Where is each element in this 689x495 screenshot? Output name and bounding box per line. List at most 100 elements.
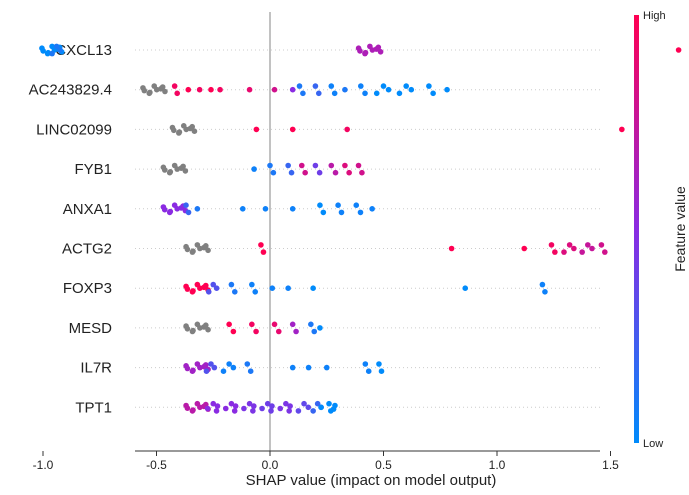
shap-point — [268, 408, 274, 414]
shap-point — [287, 403, 293, 409]
shap-point — [326, 400, 332, 407]
shap-point — [328, 83, 335, 89]
shap-point — [185, 209, 192, 216]
shap-point — [197, 404, 203, 411]
shap-point — [252, 289, 259, 295]
shap-point — [184, 365, 191, 372]
shap-point — [289, 86, 296, 93]
shap-point — [311, 328, 318, 335]
shap-point — [253, 126, 260, 133]
shap-point — [323, 364, 330, 371]
feature-label: CXCL13 — [55, 42, 112, 59]
shap-point — [174, 206, 180, 212]
shap-point — [40, 48, 46, 54]
feature-label: AC243829.4 — [29, 82, 112, 99]
shap-point — [430, 90, 436, 97]
shap-point — [369, 47, 376, 53]
shap-point — [426, 83, 432, 89]
shap-point — [171, 127, 177, 134]
shap-point — [344, 126, 350, 133]
shap-point — [301, 400, 307, 407]
shap-point — [346, 169, 352, 176]
shap-point — [285, 285, 291, 292]
shap-point — [197, 325, 203, 331]
shap-point — [264, 400, 271, 407]
shap-point — [289, 126, 296, 133]
shap-point — [189, 408, 196, 414]
shap-point — [359, 169, 365, 176]
shap-point — [310, 408, 316, 414]
shap-point — [184, 286, 191, 292]
shap-point — [444, 86, 450, 93]
shap-point — [185, 86, 192, 93]
shap-point — [184, 246, 191, 253]
shap-point — [342, 162, 348, 169]
shap-point — [269, 285, 276, 292]
shap-point — [260, 249, 267, 255]
shap-point — [213, 285, 220, 292]
shap-point — [210, 400, 217, 407]
shap-point — [316, 169, 323, 176]
shap-point — [161, 206, 168, 213]
shap-point — [328, 162, 335, 169]
shap-point — [357, 48, 363, 54]
shap-point — [258, 242, 264, 248]
shap-point — [396, 90, 403, 97]
feature-label: FYB1 — [74, 161, 112, 178]
shap-point — [241, 405, 247, 412]
feature-label: TPT1 — [75, 399, 112, 416]
shap-point — [271, 86, 278, 93]
shap-point — [271, 321, 278, 328]
shap-point — [285, 162, 291, 169]
shap-point — [357, 209, 364, 216]
shap-point — [327, 408, 334, 414]
shap-point — [231, 408, 238, 414]
shap-point — [189, 289, 196, 295]
shap-point — [289, 206, 296, 212]
shap-point — [378, 368, 385, 375]
shap-point — [161, 167, 168, 173]
shap-point — [312, 83, 319, 89]
shap-point — [194, 206, 201, 212]
shap-point — [317, 202, 323, 208]
shap-point — [249, 321, 255, 328]
colorbar-low-label: Low — [643, 438, 663, 450]
shap-point — [184, 405, 191, 412]
shap-point — [275, 328, 282, 335]
shap-point — [315, 90, 322, 97]
shap-point — [335, 202, 341, 208]
shap-point — [369, 206, 375, 212]
shap-point — [44, 50, 51, 57]
shap-point — [295, 408, 302, 414]
shap-point — [232, 403, 239, 409]
feature-label: LINC02099 — [36, 121, 112, 138]
shap-point — [296, 83, 303, 89]
shap-point — [552, 249, 558, 255]
x-tick-label: 0.0 — [262, 458, 279, 472]
shap-point — [141, 87, 148, 94]
shap-point — [286, 408, 292, 414]
shap-point — [331, 90, 338, 97]
shap-point — [619, 126, 625, 133]
shap-point — [208, 86, 214, 93]
shap-point — [305, 364, 312, 371]
shap-point — [314, 400, 321, 407]
shap-point — [166, 169, 173, 176]
shap-point — [320, 209, 327, 216]
shap-point — [230, 364, 237, 371]
shap-point — [210, 281, 217, 288]
shap-point — [300, 90, 306, 97]
colorbar — [634, 15, 639, 443]
shap-point — [376, 361, 382, 367]
shap-point — [332, 169, 339, 176]
shap-point — [191, 128, 198, 134]
shap-point — [214, 403, 221, 409]
shap-point — [228, 281, 235, 288]
shap-point — [269, 403, 275, 409]
x-tick-label: -0.5 — [146, 458, 167, 472]
shap-point — [189, 249, 196, 255]
shap-point — [251, 403, 257, 409]
shap-point — [239, 206, 246, 212]
shap-point — [310, 285, 316, 292]
